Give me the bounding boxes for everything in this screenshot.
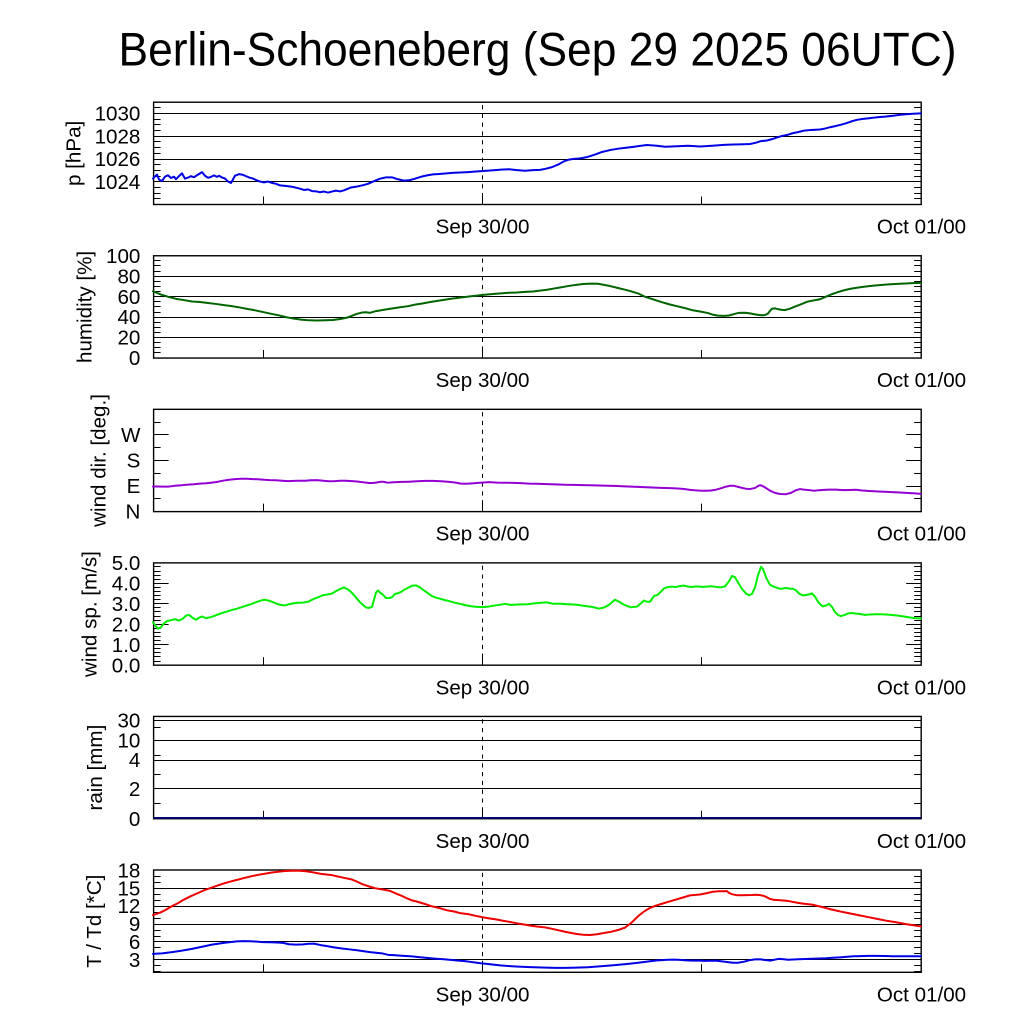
svg-text:20: 20 — [117, 327, 140, 350]
svg-text:S: S — [127, 450, 141, 473]
svg-text:Sep 30/00: Sep 30/00 — [436, 216, 530, 239]
svg-text:0: 0 — [129, 808, 140, 831]
svg-text:12: 12 — [117, 895, 140, 918]
svg-text:Sep 30/00: Sep 30/00 — [436, 676, 530, 699]
svg-text:rain [mm]: rain [mm] — [84, 725, 107, 811]
svg-text:Sep 30/00: Sep 30/00 — [436, 830, 530, 853]
svg-text:Sep 30/00: Sep 30/00 — [436, 369, 530, 392]
svg-text:Sep 30/00: Sep 30/00 — [436, 983, 530, 1006]
svg-text:wind dir. [deg.]: wind dir. [deg.] — [87, 394, 110, 528]
svg-text:wind sp. [m/s]: wind sp. [m/s] — [78, 551, 101, 678]
svg-text:E: E — [127, 475, 141, 498]
svg-text:2.0: 2.0 — [112, 613, 141, 636]
svg-text:Oct 01/00: Oct 01/00 — [877, 216, 966, 239]
svg-text:Oct 01/00: Oct 01/00 — [877, 983, 966, 1006]
svg-text:1024: 1024 — [95, 171, 141, 194]
svg-text:4: 4 — [129, 749, 140, 772]
svg-text:1030: 1030 — [95, 103, 141, 126]
svg-text:3.0: 3.0 — [112, 593, 141, 616]
svg-text:4.0: 4.0 — [112, 572, 141, 595]
svg-text:N: N — [126, 501, 141, 524]
svg-text:3: 3 — [129, 949, 140, 972]
svg-text:Oct 01/00: Oct 01/00 — [877, 523, 966, 546]
svg-text:W: W — [121, 424, 141, 447]
svg-text:humidity [%]: humidity [%] — [74, 251, 97, 363]
svg-text:Oct 01/00: Oct 01/00 — [877, 830, 966, 853]
svg-text:0: 0 — [129, 347, 140, 370]
svg-text:80: 80 — [117, 265, 140, 288]
svg-text:9: 9 — [129, 913, 140, 936]
svg-text:1028: 1028 — [95, 125, 141, 148]
svg-text:10: 10 — [117, 730, 140, 753]
svg-text:Oct 01/00: Oct 01/00 — [877, 676, 966, 699]
svg-text:1.0: 1.0 — [112, 634, 141, 657]
svg-text:T / Td [*C]: T / Td [*C] — [83, 875, 106, 968]
svg-text:100: 100 — [106, 245, 140, 268]
svg-text:40: 40 — [117, 306, 140, 329]
svg-text:p [hPa]: p [hPa] — [62, 121, 85, 186]
svg-text:2: 2 — [129, 778, 140, 801]
svg-text:1026: 1026 — [95, 148, 141, 171]
svg-text:Sep 30/00: Sep 30/00 — [436, 523, 530, 546]
svg-text:Oct 01/00: Oct 01/00 — [877, 369, 966, 392]
svg-text:0.0: 0.0 — [112, 654, 141, 677]
svg-text:18: 18 — [117, 859, 140, 882]
svg-text:60: 60 — [117, 286, 140, 309]
svg-text:6: 6 — [129, 931, 140, 954]
svg-text:Berlin-Schoeneberg (Sep 29 202: Berlin-Schoeneberg (Sep 29 2025 06UTC) — [119, 22, 957, 75]
svg-text:30: 30 — [117, 710, 140, 733]
svg-text:15: 15 — [117, 877, 140, 900]
svg-text:5.0: 5.0 — [112, 552, 141, 575]
